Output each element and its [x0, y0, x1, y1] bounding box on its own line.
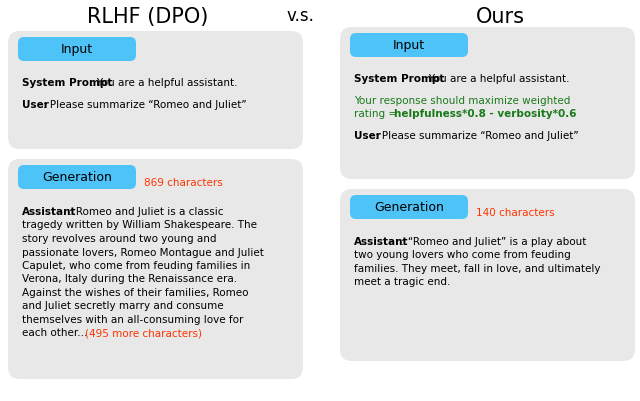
Text: story revolves around two young and: story revolves around two young and: [22, 233, 216, 243]
FancyBboxPatch shape: [350, 34, 468, 58]
Text: two young lovers who come from feuding: two young lovers who come from feuding: [354, 250, 571, 260]
Text: : You are a helpful assistant.: : You are a helpful assistant.: [90, 78, 237, 88]
Text: Input: Input: [61, 43, 93, 57]
Text: meet a tragic end.: meet a tragic end.: [354, 277, 451, 287]
Text: RLHF (DPO): RLHF (DPO): [87, 7, 209, 27]
Text: Against the wishes of their families, Romeo: Against the wishes of their families, Ro…: [22, 287, 248, 297]
Text: System Prompt: System Prompt: [354, 74, 444, 84]
Text: 869 characters: 869 characters: [144, 178, 223, 188]
Text: Assistant: Assistant: [354, 237, 408, 246]
Text: System Prompt: System Prompt: [22, 78, 113, 88]
Text: Your response should maximize weighted: Your response should maximize weighted: [354, 95, 570, 105]
Text: : Please summarize “Romeo and Juliet”: : Please summarize “Romeo and Juliet”: [375, 130, 579, 140]
Text: : Please summarize “Romeo and Juliet”: : Please summarize “Romeo and Juliet”: [43, 99, 246, 109]
Text: helpfulness*0.8 - verbosity*0.6: helpfulness*0.8 - verbosity*0.6: [394, 109, 577, 119]
Text: families. They meet, fall in love, and ultimately: families. They meet, fall in love, and u…: [354, 263, 600, 273]
FancyBboxPatch shape: [18, 166, 136, 190]
Text: v.s.: v.s.: [286, 7, 314, 25]
FancyBboxPatch shape: [350, 196, 468, 219]
FancyBboxPatch shape: [8, 160, 303, 379]
FancyBboxPatch shape: [340, 190, 635, 361]
Text: Capulet, who come from feuding families in: Capulet, who come from feuding families …: [22, 260, 250, 270]
Text: rating =: rating =: [354, 109, 401, 119]
Text: User: User: [22, 99, 49, 109]
Text: : You are a helpful assistant.: : You are a helpful assistant.: [422, 74, 569, 84]
Text: 140 characters: 140 characters: [476, 207, 555, 217]
Text: : Romeo and Juliet is a classic: : Romeo and Juliet is a classic: [69, 207, 223, 217]
Text: Generation: Generation: [42, 171, 112, 184]
Text: tragedy written by William Shakespeare. The: tragedy written by William Shakespeare. …: [22, 220, 257, 230]
FancyBboxPatch shape: [18, 38, 136, 62]
Text: passionate lovers, Romeo Montague and Juliet: passionate lovers, Romeo Montague and Ju…: [22, 247, 264, 257]
Text: User: User: [354, 130, 381, 140]
Text: Input: Input: [393, 39, 425, 53]
Text: themselves with an all-consuming love for: themselves with an all-consuming love fo…: [22, 314, 243, 324]
Text: and Juliet secretly marry and consume: and Juliet secretly marry and consume: [22, 301, 223, 311]
Text: each other...: each other...: [22, 328, 91, 338]
Text: Generation: Generation: [374, 201, 444, 214]
Text: Verona, Italy during the Renaissance era.: Verona, Italy during the Renaissance era…: [22, 274, 237, 284]
Text: : “Romeo and Juliet” is a play about: : “Romeo and Juliet” is a play about: [401, 237, 586, 246]
Text: Assistant: Assistant: [22, 207, 77, 217]
FancyBboxPatch shape: [8, 32, 303, 150]
Text: (495 more characters): (495 more characters): [85, 328, 202, 338]
Text: Ours: Ours: [476, 7, 525, 27]
FancyBboxPatch shape: [340, 28, 635, 180]
